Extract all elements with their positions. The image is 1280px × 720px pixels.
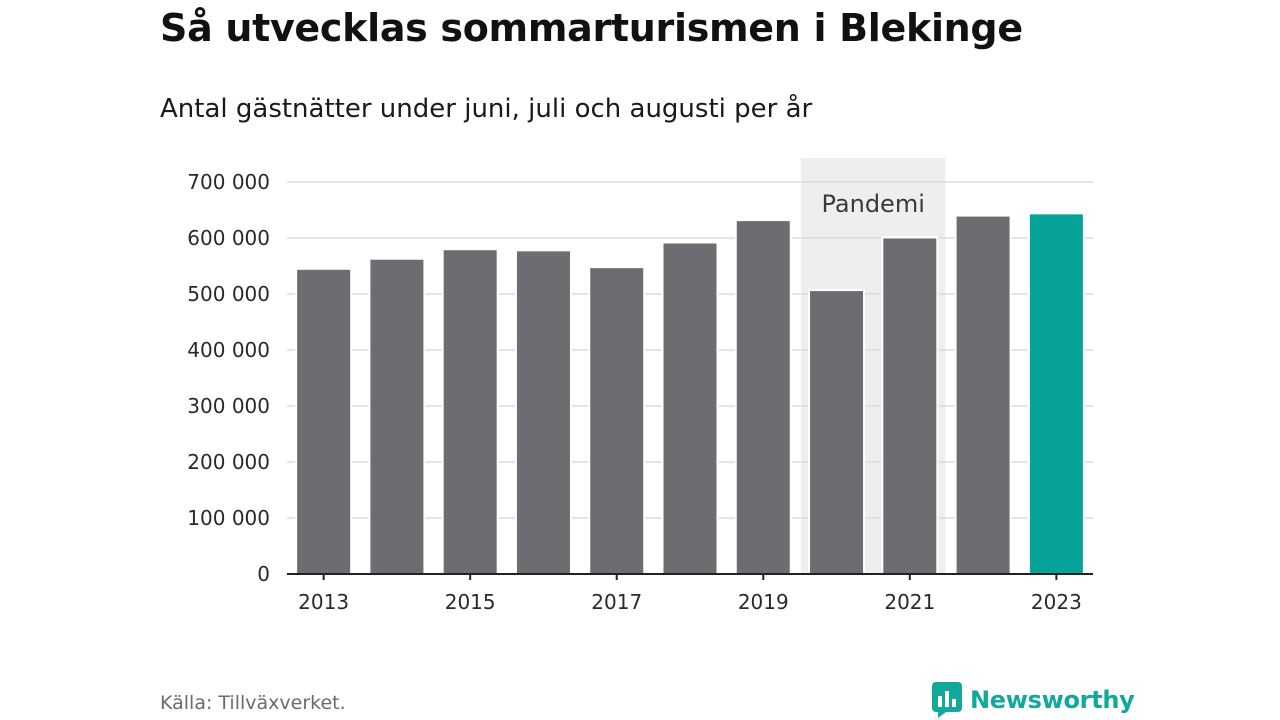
- y-tick-label: 300 000: [187, 394, 270, 418]
- brand-logo[interactable]: Newsworthy: [932, 682, 1135, 718]
- y-tick-label: 0: [257, 562, 270, 586]
- y-tick-label: 100 000: [187, 506, 270, 530]
- bar-highlight: [1027, 212, 1085, 576]
- brand-name: Newsworthy: [970, 686, 1135, 714]
- bar: [734, 219, 792, 576]
- bar: [295, 267, 353, 575]
- chart-title: Så utvecklas sommarturismen i Blekinge: [160, 6, 1023, 50]
- x-tick-label: 2017: [591, 590, 642, 614]
- chart-subtitle: Antal gästnätter under juni, juli och au…: [160, 94, 813, 124]
- y-tick-label: 400 000: [187, 338, 270, 362]
- y-tick-label: 500 000: [187, 282, 270, 306]
- y-tick-label: 700 000: [187, 170, 270, 194]
- bar: [954, 214, 1012, 575]
- bar: [881, 236, 939, 575]
- y-tick-label: 600 000: [187, 226, 270, 250]
- x-tick-label: 2019: [738, 590, 789, 614]
- x-tick-label: 2015: [445, 590, 496, 614]
- bar: [808, 289, 866, 575]
- newsworthy-logo-icon: [932, 682, 962, 718]
- x-tick-label: 2023: [1031, 590, 1082, 614]
- bar: [661, 241, 719, 575]
- x-tick-label: 2021: [884, 590, 935, 614]
- bar: [588, 266, 646, 575]
- source-note: Källa: Tillväxverket.: [160, 692, 346, 714]
- bar: [441, 248, 499, 575]
- y-tick-label: 200 000: [187, 450, 270, 474]
- bar: [514, 249, 572, 575]
- x-tick-label: 2013: [298, 590, 349, 614]
- bar: [368, 257, 426, 575]
- pandemic-label: Pandemi: [822, 190, 925, 218]
